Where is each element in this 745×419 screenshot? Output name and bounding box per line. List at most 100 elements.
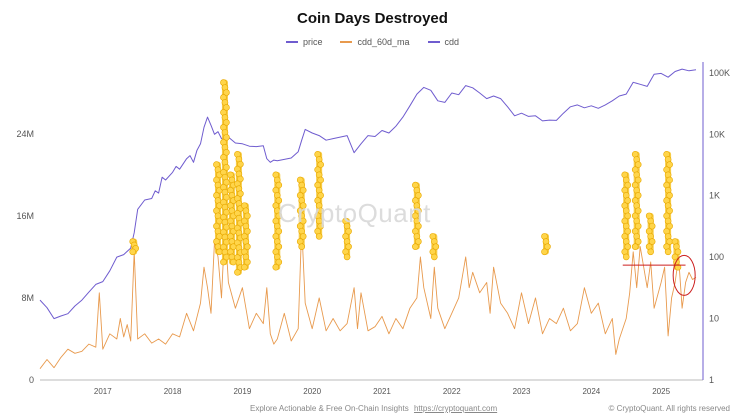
cdd-point [299, 233, 307, 240]
cdd-point [223, 163, 230, 171]
footer-left: Explore Actionable & Free On-Chain Insig… [250, 404, 497, 413]
y-left-tick-label: 16M [16, 211, 34, 221]
legend-label-cdd-ma: cdd_60d_ma [357, 37, 410, 47]
x-tick-label: 2017 [94, 387, 112, 396]
cdd-point [544, 243, 551, 250]
cdd-point [432, 243, 440, 250]
legend-item-price[interactable]: price [285, 37, 323, 47]
x-tick-label: 2018 [164, 387, 182, 396]
footer-link[interactable]: https://cryptoquant.com [413, 404, 498, 413]
cdd-point [244, 258, 251, 266]
cdd-point [624, 212, 632, 220]
cdd-point [415, 238, 422, 245]
cdd-point [622, 253, 630, 261]
cdd-point [275, 181, 283, 189]
cdd-point [129, 248, 137, 256]
y-right-tick-label: 10 [709, 314, 719, 324]
cdd-point [237, 175, 244, 183]
footer-right: © CryptoQuant. All rights reserved [608, 404, 731, 413]
x-tick-label: 2019 [233, 387, 251, 396]
legend-label-cdd: cdd [444, 37, 460, 47]
cdd-point [666, 207, 673, 215]
y-left-tick-label: 8M [21, 293, 34, 303]
legend-item-cdd[interactable]: cdd [427, 37, 460, 47]
chart-title: Coin Days Destroyed [297, 10, 448, 27]
cdd-point [624, 243, 632, 250]
cdd-point [223, 149, 230, 156]
cdd-point [234, 268, 241, 276]
cdd-point [624, 197, 632, 204]
cdd-point [298, 243, 306, 250]
cdd-point [666, 161, 673, 168]
cdd-point [664, 248, 672, 256]
cdd-point [634, 222, 642, 230]
cdd-point [299, 186, 307, 194]
cdd-point [541, 248, 548, 256]
cdd-point [237, 190, 244, 197]
cdd-point [624, 181, 632, 189]
cdd-point [299, 202, 307, 209]
cdd-point [666, 192, 673, 199]
cdd-point [237, 160, 244, 168]
y-right-tick-label: 100K [709, 68, 730, 78]
cdd-point [634, 238, 642, 245]
cdd-point [431, 253, 438, 261]
y-right-tick-label: 1K [709, 191, 720, 201]
cdd-point [272, 263, 280, 271]
cdd-point [345, 243, 352, 250]
y-right-tick-label: 1 [709, 375, 714, 385]
y-left-tick-label: 24M [16, 129, 34, 139]
cdd-point [244, 243, 251, 250]
legend-swatch-price [285, 41, 298, 43]
cdd-point [317, 207, 324, 215]
cdd-point [275, 197, 283, 204]
cdd-point [648, 222, 656, 230]
cdd-point [415, 207, 422, 215]
footer-left-text: Explore Actionable & Free On-Chain Insig… [250, 404, 409, 413]
cdd-point [317, 176, 324, 184]
cdd-point [666, 222, 673, 230]
x-tick-label: 2025 [652, 387, 670, 396]
cdd-point [634, 207, 642, 215]
series-line-price [39, 68, 697, 320]
cdd-point [223, 89, 230, 96]
x-tick-label: 2020 [303, 387, 321, 396]
x-tick-label: 2021 [373, 387, 391, 396]
cdd-point [315, 233, 323, 240]
y-left-tick-label: 0 [29, 375, 34, 385]
cdd-point [275, 258, 283, 266]
watermark: CryptoQuant [278, 198, 431, 228]
y-right-tick-label: 10K [709, 129, 725, 139]
cdd-point [343, 253, 351, 261]
cdd-point [317, 222, 324, 230]
cdd-point [634, 161, 642, 168]
cdd-point [275, 243, 283, 250]
cdd-point [648, 238, 656, 245]
series-line-cdd-ma [39, 225, 697, 369]
cdd-point [317, 161, 324, 168]
x-tick-label: 2023 [513, 387, 531, 396]
cdd-point [631, 243, 639, 250]
annotation-circle [672, 254, 696, 296]
legend-item-cdd-ma[interactable]: cdd_60d_ma [340, 37, 410, 47]
x-tick-label: 2024 [582, 387, 600, 396]
cdd-point [299, 217, 307, 225]
cdd-point [275, 227, 283, 235]
legend-swatch-cdd [427, 41, 440, 43]
cdd-point [674, 263, 682, 271]
cdd-point [412, 243, 419, 250]
cdd-point [674, 248, 682, 256]
cdd-point [317, 192, 324, 199]
cdd-point [220, 258, 227, 266]
cdd-point [223, 134, 230, 141]
x-tick-label: 2022 [443, 387, 461, 396]
cdd-point [624, 227, 632, 235]
legend: price cdd_60d_ma cdd [0, 37, 745, 47]
cdd-point [223, 104, 230, 111]
cdd-point [634, 192, 642, 199]
legend-swatch-cdd-ma [340, 41, 353, 43]
y-right-tick-label: 100 [709, 252, 724, 262]
legend-label-price: price [302, 37, 323, 47]
